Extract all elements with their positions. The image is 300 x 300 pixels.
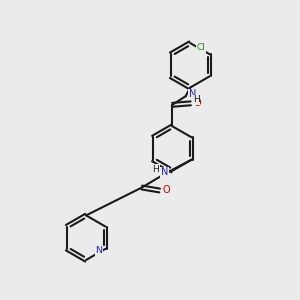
Text: O: O [162,185,170,196]
Text: N: N [189,89,197,99]
Text: H: H [193,95,200,104]
Text: N: N [161,167,168,177]
Text: H: H [152,165,159,174]
Text: O: O [194,98,201,108]
Text: Cl: Cl [197,43,206,52]
Text: N: N [95,246,102,255]
